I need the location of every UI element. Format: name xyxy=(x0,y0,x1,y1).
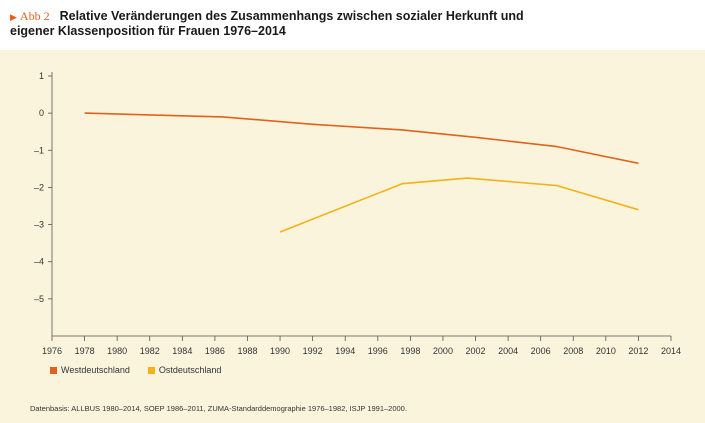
x-tick-label: 1982 xyxy=(140,346,160,356)
x-tick-label: 2008 xyxy=(563,346,583,356)
triangle-icon: ▶ xyxy=(10,12,17,22)
x-tick-label: 2002 xyxy=(466,346,486,356)
x-tick-label: 2012 xyxy=(628,346,648,356)
chart-axes: 1 0 –1 –2 –3 –4 –5 1976 1978 1980 1982 1984 1986 1988… xyxy=(34,71,681,356)
figure-title-line-1: ▶ Abb 2 Relative Veränderungen des Zusamme… xyxy=(10,9,524,24)
x-tick-label: 2004 xyxy=(498,346,518,356)
y-tick-label: 0 xyxy=(39,108,44,118)
legend-label-westdeutschland: Westdeutschland xyxy=(61,365,130,375)
x-tick-label: 1992 xyxy=(303,346,323,356)
data-source-note: Datenbasis: ALLBUS 1980–2014, SOEP 1986–… xyxy=(30,404,407,413)
legend-item-ostdeutschland: Ostdeutschland xyxy=(147,365,222,375)
x-tick-label: 2014 xyxy=(661,346,681,356)
legend-swatch-westdeutschland xyxy=(50,366,57,374)
figure-marker: ▶ Abb 2 xyxy=(10,9,50,23)
legend-item-westdeutschland: Westdeutschland xyxy=(50,365,130,375)
chart-panel xyxy=(0,50,705,423)
figure-title-line-2: eigener Klassenposition für Frauen 1976–… xyxy=(10,24,286,38)
x-tick-label: 2000 xyxy=(433,346,453,356)
series-line-ostdeutschland xyxy=(279,177,639,233)
x-tick-label: 1996 xyxy=(368,346,388,356)
y-tick-label: –4 xyxy=(34,257,44,267)
figure-title-text-1: Relative Veränderungen des Zusammenhangs… xyxy=(59,9,524,23)
x-tick-label: 1980 xyxy=(107,346,127,356)
y-tick-label: –1 xyxy=(34,145,44,155)
figure-header: ▶ Abb 2 Relative Veränderungen des Zusamme… xyxy=(0,0,705,50)
y-tick-label: –3 xyxy=(34,220,44,230)
x-tick-label: 1978 xyxy=(75,346,95,356)
y-tick-label: –5 xyxy=(34,294,44,304)
series-line-westdeutschland xyxy=(84,112,639,165)
figure-number: Abb 2 xyxy=(19,9,50,23)
y-tick-label: 1 xyxy=(39,71,44,81)
x-tick-label: 1988 xyxy=(237,346,257,356)
x-tick-label: 1984 xyxy=(172,346,192,356)
chart-legend: Westdeutschland Ostdeutschland xyxy=(50,365,239,375)
legend-swatch-ostdeutschland xyxy=(147,366,155,374)
legend-label-ostdeutschland: Ostdeutschland xyxy=(158,365,222,375)
x-tick-label: 1990 xyxy=(270,346,290,356)
x-tick-label: 1994 xyxy=(335,346,355,356)
chart-series xyxy=(84,112,639,233)
x-tick-label: 1976 xyxy=(42,346,62,356)
y-tick-label: –2 xyxy=(34,182,44,192)
x-tick-label: 1986 xyxy=(205,346,225,356)
x-tick-label: 2006 xyxy=(531,346,551,356)
x-tick-label: 1998 xyxy=(400,346,420,356)
x-tick-label: 2010 xyxy=(596,346,616,356)
